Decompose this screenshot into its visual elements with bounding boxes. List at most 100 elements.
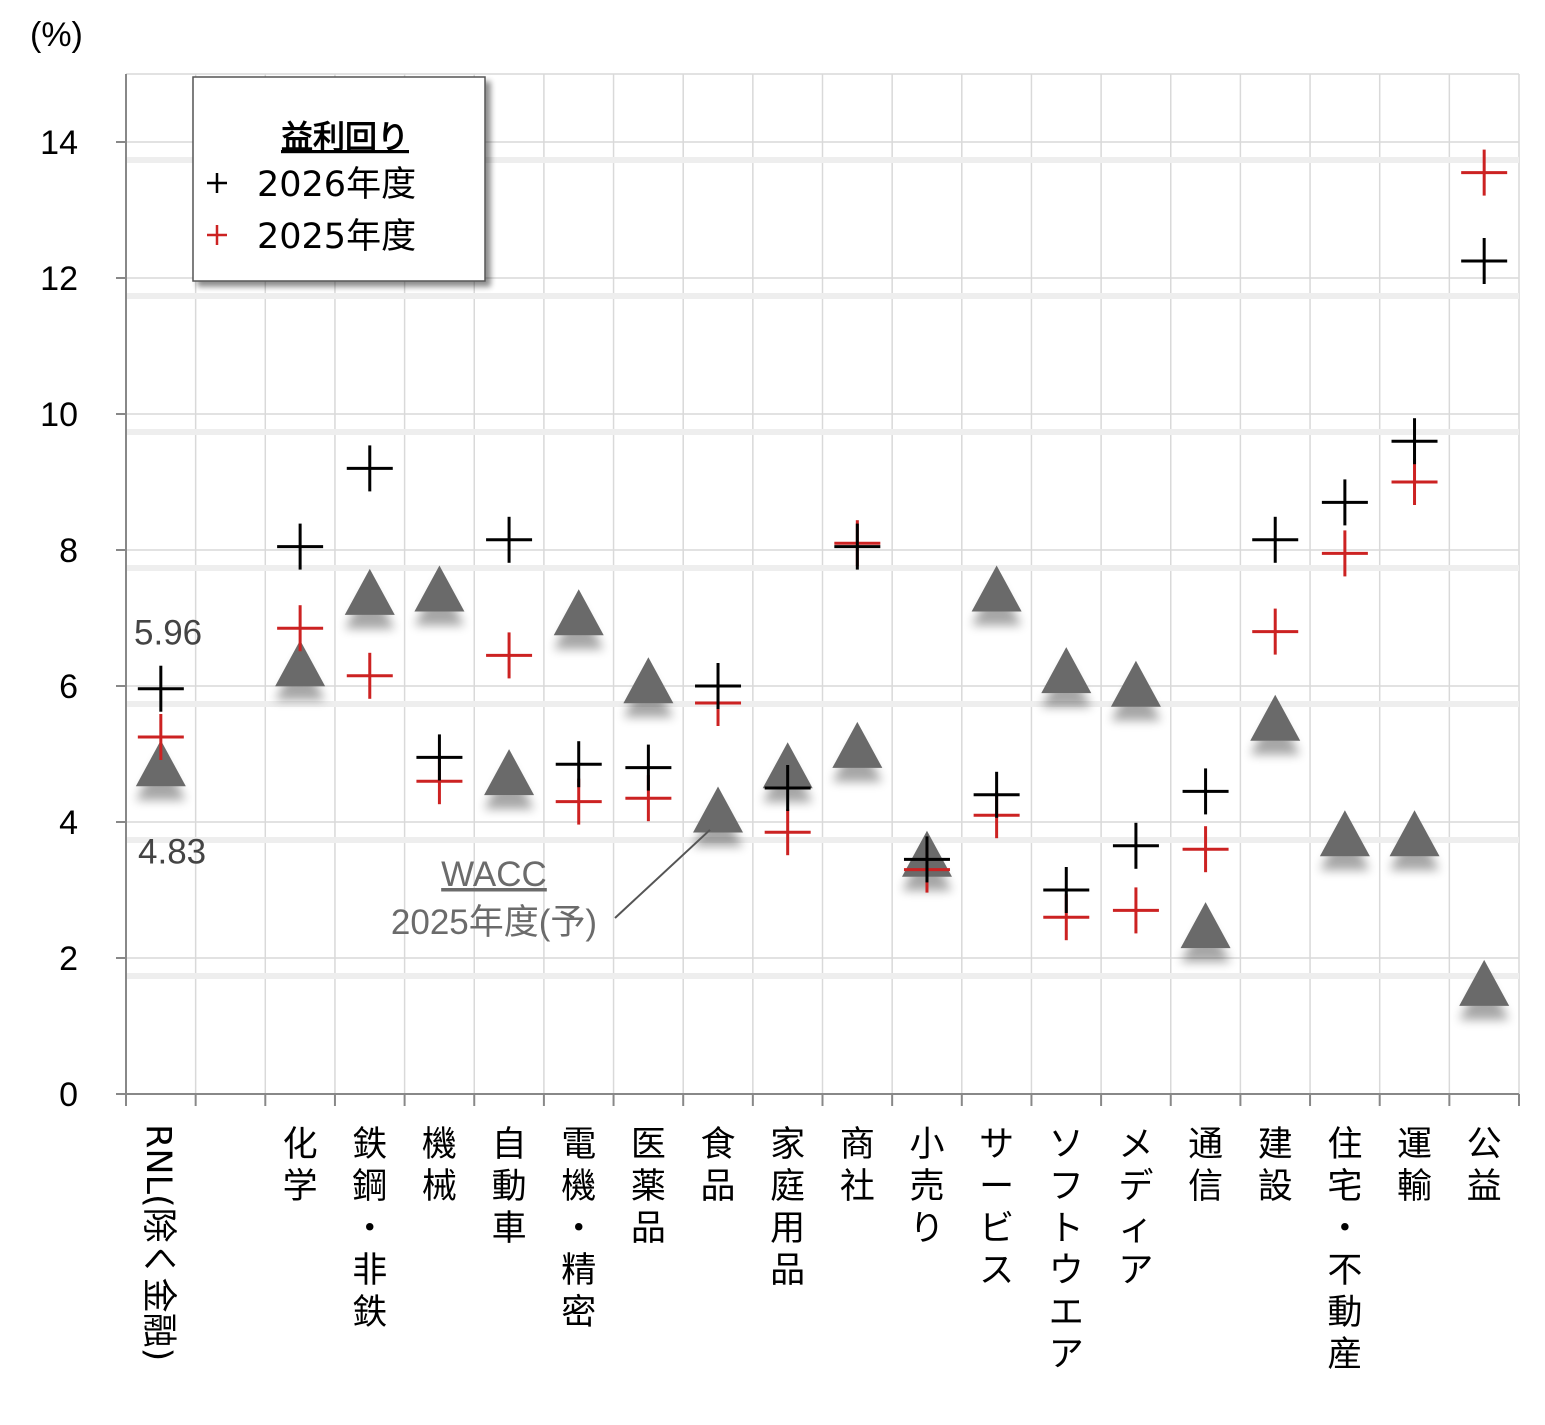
category-label-char: 密 bbox=[561, 1293, 596, 1333]
category-label-char: 械 bbox=[422, 1167, 457, 1207]
category-label-char: 売 bbox=[909, 1167, 944, 1207]
marker-2026 bbox=[625, 744, 672, 791]
marker-2026 bbox=[1391, 418, 1438, 465]
category-label-char: 住 bbox=[1327, 1125, 1362, 1165]
category-label-char: 設 bbox=[1258, 1167, 1293, 1207]
marker-2026 bbox=[137, 665, 184, 712]
marker-2025 bbox=[764, 809, 811, 856]
marker-2025 bbox=[1182, 826, 1229, 873]
marker-2025 bbox=[1391, 459, 1438, 505]
marker-2026 bbox=[1252, 516, 1299, 563]
y-tick-label: 14 bbox=[40, 124, 78, 162]
annotation-label: 4.83 bbox=[138, 833, 206, 872]
wacc-marker bbox=[971, 565, 1022, 612]
marker-2026 bbox=[1112, 822, 1159, 869]
wacc-marker bbox=[1319, 810, 1370, 857]
category-label-char: 車 bbox=[492, 1209, 527, 1249]
marker-2025 bbox=[486, 632, 533, 679]
category-label-char: 医 bbox=[631, 1125, 666, 1165]
category-label-char: ア bbox=[1118, 1251, 1153, 1291]
category-label-char: 食 bbox=[701, 1125, 736, 1165]
wacc-marker bbox=[1459, 959, 1510, 1006]
category-label-char: ・ bbox=[561, 1209, 596, 1249]
y-tick-label: 10 bbox=[40, 396, 78, 434]
category-label-char: 商 bbox=[840, 1125, 875, 1165]
legend-marker-2025 bbox=[207, 225, 227, 245]
wacc-callout: WACC 2025年度(予) bbox=[391, 829, 711, 942]
category-label-char: 社 bbox=[840, 1167, 875, 1207]
marker-2026 bbox=[486, 516, 533, 563]
marker-2026 bbox=[346, 445, 393, 492]
category-label-char: り bbox=[909, 1209, 944, 1249]
annotation-label: 5.96 bbox=[134, 614, 202, 653]
marker-2026 bbox=[973, 771, 1020, 818]
category-label-char: ビ bbox=[979, 1209, 1014, 1249]
category-label-char: 動 bbox=[1327, 1293, 1362, 1333]
wacc-marker bbox=[623, 657, 674, 704]
annotations: 5.96 4.83 bbox=[134, 614, 206, 872]
marker-2025 bbox=[346, 652, 393, 699]
wacc-marker bbox=[832, 721, 883, 768]
category-label-char: 運 bbox=[1397, 1125, 1432, 1165]
category-label-char: ィ bbox=[1118, 1209, 1153, 1249]
category-label-char: 用 bbox=[770, 1209, 805, 1249]
legend-marker-2026 bbox=[207, 173, 227, 193]
marker-2026 bbox=[277, 523, 324, 570]
category-label-char: 品 bbox=[631, 1209, 666, 1249]
category-label-char: 化 bbox=[283, 1125, 318, 1165]
wacc-marker bbox=[484, 749, 535, 796]
wacc-leader-line bbox=[614, 829, 711, 919]
category-label-char: 建 bbox=[1258, 1125, 1293, 1165]
category-label-char: 品 bbox=[770, 1251, 805, 1291]
marker-2026 bbox=[555, 741, 602, 788]
legend-title: 益利回り bbox=[281, 118, 409, 156]
marker-2026 bbox=[1461, 238, 1508, 284]
marker-2026 bbox=[1043, 867, 1090, 913]
wacc-marker bbox=[275, 640, 326, 687]
category-label-char: ア bbox=[1049, 1335, 1084, 1375]
marker-2026 bbox=[416, 734, 463, 781]
category-label-char: 鉄 bbox=[352, 1125, 387, 1165]
wacc-marker bbox=[135, 740, 186, 787]
marker-2026 bbox=[695, 663, 742, 709]
category-label-char: ス bbox=[979, 1251, 1014, 1291]
category-label-char: 益 bbox=[1467, 1167, 1502, 1207]
category-label-char: 動 bbox=[492, 1167, 527, 1207]
category-label-char: 公 bbox=[1467, 1125, 1502, 1165]
legend-label-2026: 2026年度 bbox=[257, 165, 416, 205]
category-label-char: ・ bbox=[352, 1209, 387, 1249]
category-label-char: ・ bbox=[1327, 1209, 1362, 1249]
y-tick-label: 2 bbox=[59, 940, 78, 978]
category-label-char: 品 bbox=[701, 1167, 736, 1207]
legend-box bbox=[192, 76, 486, 282]
wacc-marker bbox=[344, 568, 395, 615]
category-label-char: 輸 bbox=[1397, 1167, 1432, 1207]
marker-2026 bbox=[1321, 479, 1368, 526]
category-label-char: 宅 bbox=[1327, 1167, 1362, 1207]
category-label-char: 非 bbox=[352, 1251, 387, 1291]
category-label-char: ー bbox=[979, 1167, 1014, 1207]
category-label-char: 産 bbox=[1327, 1335, 1362, 1375]
marker-2025 bbox=[1112, 887, 1159, 934]
wacc-marker bbox=[1389, 810, 1440, 857]
category-label-char: サ bbox=[979, 1125, 1014, 1165]
wacc-series bbox=[135, 565, 1510, 1006]
marker-2026 bbox=[903, 836, 950, 883]
y-tick-label: 12 bbox=[40, 260, 78, 298]
category-label-char: 鋼 bbox=[352, 1167, 387, 1207]
category-label-char: 庭 bbox=[770, 1167, 805, 1207]
category-label-char: 機 bbox=[422, 1125, 457, 1165]
category-label-char: 小 bbox=[909, 1125, 944, 1165]
category-label-char: エ bbox=[1049, 1293, 1084, 1333]
wacc-marker bbox=[693, 786, 744, 833]
marker-2026 bbox=[764, 765, 811, 811]
category-label-char: 精 bbox=[561, 1251, 596, 1291]
series-2026 bbox=[137, 238, 1508, 913]
marker-2025 bbox=[137, 714, 184, 760]
marker-2025 bbox=[1321, 530, 1368, 577]
category-label: RNL(除く金融) bbox=[138, 1124, 178, 1361]
y-axis-unit-label: (%) bbox=[30, 16, 83, 54]
category-label-char: 家 bbox=[770, 1125, 805, 1165]
y-tick-label: 6 bbox=[59, 668, 78, 706]
